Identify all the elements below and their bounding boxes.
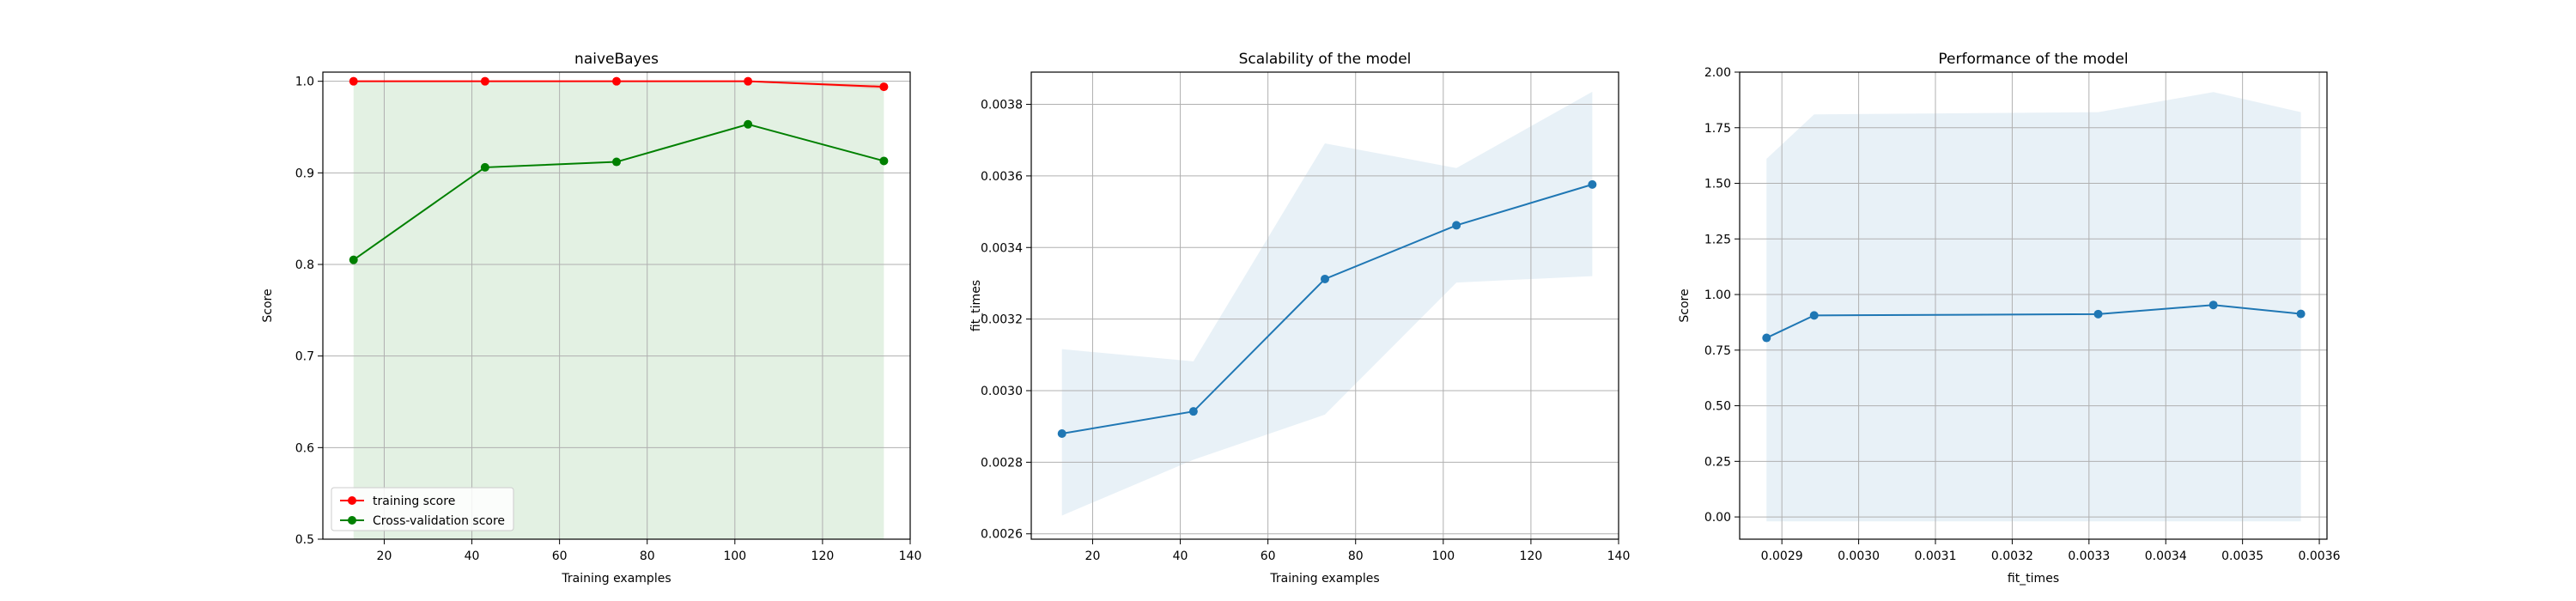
x-axis-label: Training examples (1269, 572, 1379, 586)
y-tick-label: 1.00 (1704, 288, 1731, 302)
x-tick-label: 80 (1348, 549, 1364, 563)
plot-area (1031, 72, 1619, 539)
y-tick-label: 1.50 (1704, 178, 1731, 191)
series-1 (1762, 300, 2306, 343)
data-point (1809, 311, 1819, 320)
data-point (480, 76, 489, 86)
y-tick-label: 0.25 (1704, 455, 1731, 469)
x-tick-label: 0.0033 (2068, 549, 2110, 563)
data-point (879, 156, 889, 166)
y-tick-label: 2.00 (1704, 66, 1731, 80)
x-tick-label: 0.0031 (1915, 549, 1957, 563)
x-tick-label: 20 (1085, 549, 1101, 563)
y-tick-label: 0.8 (295, 258, 314, 272)
x-tick-label: 0.0034 (2145, 549, 2187, 563)
legend-box (331, 487, 514, 531)
x-tick-label: 120 (811, 549, 835, 563)
chart-title: naiveBayes (574, 51, 659, 68)
y-axis: 0.0026 0.0028 0.0030 0.0032 0.0034 0.0036 0.00… (981, 99, 1619, 542)
x-tick-label: 40 (1173, 549, 1188, 563)
data-point (879, 82, 889, 92)
chart-title: Performance of the model (1938, 51, 2128, 68)
x-tick-label: 0.0032 (1991, 549, 2033, 563)
x-tick-label: 140 (899, 549, 922, 563)
legend-label: Cross-validation score (373, 514, 505, 528)
data-point (2296, 309, 2306, 319)
x-tick-label: 80 (640, 549, 655, 563)
y-tick-label: 0.6 (295, 441, 314, 455)
y-tick-label: 1.75 (1704, 122, 1731, 136)
x-axis-label: fit_times (2008, 572, 2059, 586)
data-point (1588, 179, 1597, 189)
data-point (2093, 309, 2103, 319)
x-tick-label: 40 (465, 549, 480, 563)
data-point (1057, 429, 1066, 439)
x-tick-label: 0.0036 (2299, 549, 2341, 563)
x-axis-label: Training examples (561, 572, 671, 586)
data-point (612, 76, 621, 86)
x-tick-label: 100 (723, 549, 746, 563)
plot-frame (322, 71, 911, 540)
confidence-band-2 (353, 81, 884, 540)
y-tick-label: 0.75 (1704, 344, 1731, 358)
chart-panel-2: 20 40 60 80 100 120 140 0.0026 0.0028 0.0030 0.003… (969, 51, 1630, 586)
y-tick-label: 0.0030 (981, 385, 1023, 398)
y-tick-label: 0.0034 (981, 241, 1023, 255)
x-tick-label: 0.0029 (1761, 549, 1803, 563)
plot-area (323, 72, 910, 539)
y-tick-label: 1.25 (1704, 233, 1731, 246)
y-axis-label: Score (1678, 288, 1692, 322)
data-point (612, 157, 621, 167)
plot-frame (1030, 71, 1619, 540)
y-tick-label: 1.0 (295, 76, 314, 89)
series-1 (349, 76, 889, 92)
x-tick-label: 0.0035 (2221, 549, 2263, 563)
data-point (1762, 333, 1771, 343)
x-tick-label: 100 (1431, 549, 1455, 563)
x-tick-label: 60 (552, 549, 568, 563)
y-tick-label: 0.00 (1704, 511, 1731, 525)
y-tick-label: 0.50 (1704, 400, 1731, 414)
legend-label: training score (373, 495, 455, 508)
y-axis: 0.00 0.25 0.50 0.75 1.00 1.25 1.50 1.75 2.00 (1704, 66, 2327, 525)
data-point (1321, 274, 1329, 283)
y-tick-label: 0.0032 (981, 313, 1023, 327)
x-axis: 20 40 60 80 100 120 140 (1085, 72, 1631, 563)
x-axis: 0.0029 0.0030 0.0031 0.0032 0.0033 0.0034 0.00… (1761, 72, 2341, 563)
y-axis-label: fit_times (969, 280, 983, 331)
legend-marker (348, 516, 356, 525)
y-axis-label: Score (261, 288, 275, 322)
y-tick-label: 0.9 (295, 167, 314, 180)
legend-marker (348, 496, 356, 505)
legend: training score Cross-validation score (331, 487, 514, 531)
data-point (2208, 300, 2218, 310)
y-tick-label: 0.0036 (981, 170, 1023, 184)
x-tick-label: 60 (1261, 549, 1276, 563)
chart-panel-3: 0.0029 0.0030 0.0031 0.0032 0.0033 0.0034 0.00… (1678, 51, 2341, 586)
y-tick-label: 0.0038 (981, 99, 1023, 112)
series-2 (349, 119, 889, 264)
data-point (480, 162, 489, 172)
series-1 (1057, 179, 1597, 439)
data-point (349, 76, 358, 86)
x-tick-label: 120 (1520, 549, 1543, 563)
data-point (744, 76, 753, 86)
plot-frame (1739, 71, 2328, 540)
confidence-band-1 (1766, 92, 2301, 522)
data-point (744, 119, 753, 129)
data-point (1452, 221, 1461, 230)
chart-panel-1: 20 40 60 80 100 120 140 0.5 0.6 0.7 0.8 0.9 1.0 naive… (261, 51, 921, 586)
x-tick-label: 140 (1607, 549, 1631, 563)
x-axis: 20 40 60 80 100 120 140 (377, 72, 922, 563)
chart-title: Scalability of the model (1239, 51, 1412, 68)
data-point (1188, 407, 1198, 416)
y-tick-label: 0.0026 (981, 528, 1023, 542)
y-tick-label: 0.5 (295, 533, 314, 547)
data-point (349, 255, 358, 264)
x-tick-label: 20 (377, 549, 392, 563)
y-tick-label: 0.7 (295, 350, 314, 364)
x-tick-label: 0.0030 (1838, 549, 1880, 563)
y-tick-label: 0.0028 (981, 456, 1023, 470)
